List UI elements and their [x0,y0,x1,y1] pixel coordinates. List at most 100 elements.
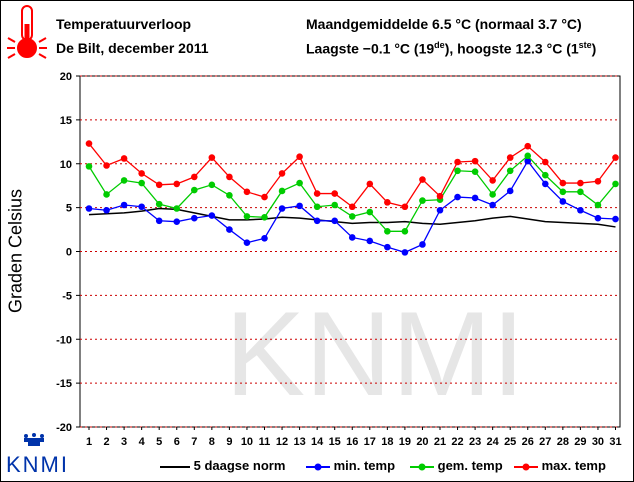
x-tick-label: 1 [86,436,92,448]
legend-gem-label: gem. temp [437,458,503,473]
point-min [542,180,549,188]
point-max [85,140,93,147]
x-tick-label: 2 [103,436,109,448]
point-min [419,241,426,248]
point-max [243,188,251,196]
point-gem [401,228,409,235]
x-tick-label: 23 [469,436,481,448]
point-min [594,214,602,222]
point-gem [524,152,532,160]
knmi-logo-text: KNMI [6,452,69,477]
legend-min: min. temp [306,458,395,474]
x-tick-label: 22 [451,436,463,448]
point-max [348,203,356,211]
legend-min-label: min. temp [333,458,396,473]
point-max [366,180,374,188]
x-tick-label: 4 [139,436,146,448]
point-gem [489,191,496,198]
point-gem [506,167,514,175]
legend-norm: 5 daagse norm [160,458,285,474]
point-max [331,190,339,197]
x-tick-label: 3 [121,436,127,448]
point-gem [313,203,321,211]
x-tick-label: 29 [574,436,586,448]
legend-gem-swatch [410,463,434,471]
x-tick-label: 18 [381,436,393,448]
point-min [208,212,216,219]
x-tick-label: 21 [434,436,446,448]
point-max [208,154,216,161]
point-max [384,199,391,206]
x-tick-label: 7 [191,436,197,448]
y-tick-label: 20 [60,71,72,83]
point-max [138,170,145,177]
x-tick-label: 11 [259,436,271,448]
x-tick-label: 30 [592,436,604,448]
point-max [559,179,567,187]
y-tick-label: -15 [56,378,72,390]
point-gem [208,181,216,189]
y-tick-label: -5 [62,290,72,302]
point-min [296,202,303,210]
point-gem [85,163,93,170]
point-min [436,206,444,214]
point-gem [454,167,461,175]
point-max [454,158,461,166]
point-max [103,162,110,169]
point-max [313,190,321,197]
point-max [594,178,602,185]
legend-norm-label: 5 daagse norm [193,458,286,473]
x-tick-label: 25 [504,436,516,448]
x-tick-label: 5 [156,436,162,448]
x-tick-label: 10 [241,436,253,448]
point-gem [612,180,619,188]
point-gem [226,192,233,199]
knmi-watermark: KNMI [225,287,525,421]
x-tick-label: 6 [174,436,180,448]
x-tick-label: 31 [609,436,621,448]
point-gem [120,177,128,184]
point-max [542,158,549,166]
point-max [489,177,496,184]
point-gem [471,168,479,175]
x-tick-label: 16 [346,436,358,448]
point-min [331,217,339,225]
x-tick-label: 17 [364,436,376,448]
point-min [173,218,181,225]
point-gem [278,187,286,195]
point-gem [366,208,374,216]
point-max [226,173,233,181]
point-gem [348,213,356,220]
point-min [489,201,496,209]
x-tick-label: 13 [293,436,305,448]
point-min [243,239,251,247]
y-tick-label: 15 [60,115,72,127]
legend-max: max. temp [514,458,606,474]
min-max-summary: Laagste −0.1 °C (19de), hoogste 12.3 °C … [306,40,597,57]
point-gem [419,197,426,204]
knmi-crown-icon [24,433,44,446]
x-tick-label: 12 [276,436,288,448]
point-max [506,154,514,161]
point-max [471,157,479,165]
x-tick-label: 20 [416,436,428,448]
y-tick-label: 10 [60,159,72,171]
point-min [226,226,233,233]
point-gem [261,213,268,221]
watermark-text: KNMI [225,287,525,421]
x-tick-label: 24 [487,436,500,448]
point-gem [155,200,163,208]
point-gem [331,201,339,209]
point-max [577,179,584,187]
point-max [401,203,409,211]
point-max [524,142,532,150]
x-tick-label: 14 [311,436,324,448]
legend-gem: gem. temp [410,458,503,474]
thermometer-icon [7,5,47,59]
point-gem [103,191,110,198]
point-min [348,234,356,241]
point-gem [384,228,391,235]
point-min [313,217,321,225]
y-tick-label: -20 [56,422,72,434]
